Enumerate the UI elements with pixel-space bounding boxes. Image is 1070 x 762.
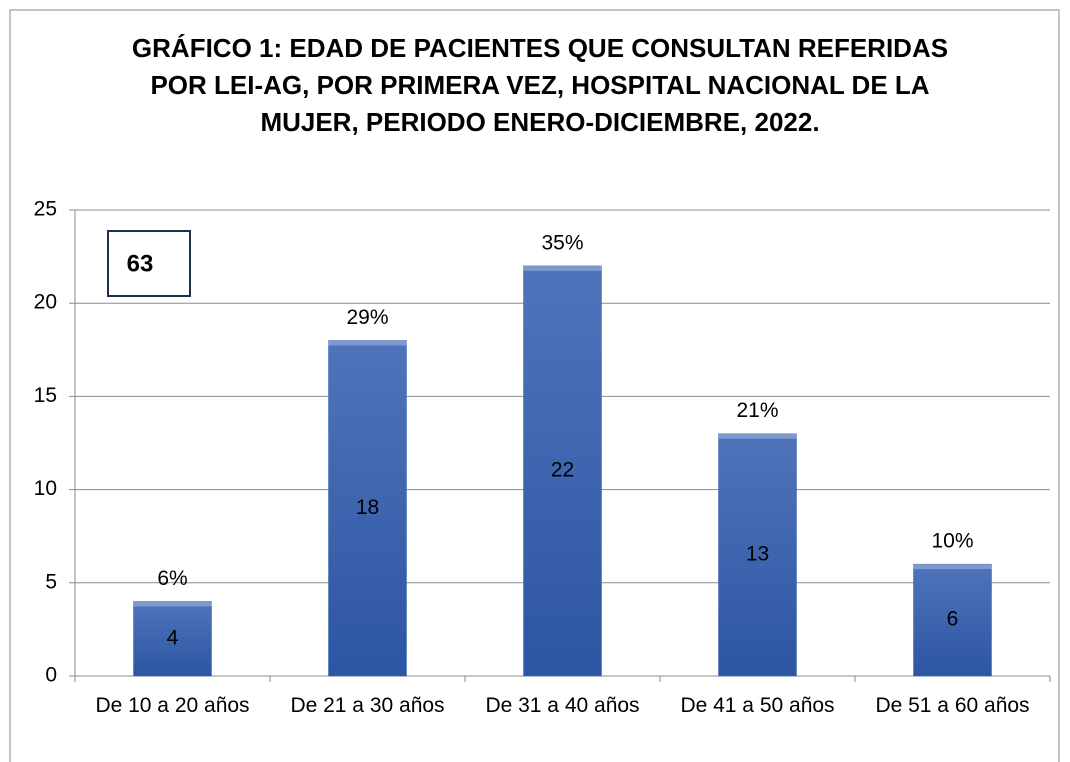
bar [718, 433, 797, 677]
y-tick-label: 0 [45, 664, 57, 687]
annotation-box [107, 230, 191, 297]
value-label: 18 [356, 496, 379, 519]
value-label: 6 [947, 608, 959, 631]
percentage-label: 35% [541, 231, 583, 254]
y-tick-label: 25 [34, 198, 57, 221]
x-tick-label: De 51 a 60 años [875, 694, 1030, 717]
y-tick-label: 10 [34, 477, 57, 500]
y-tick-label: 15 [34, 384, 57, 407]
bar-highlight [523, 265, 602, 271]
annotation: 63 [127, 250, 154, 277]
title-box: GRÁFICO 1: EDAD DE PACIENTES QUE CONSULT… [131, 33, 949, 137]
percentage-label: 6% [157, 567, 187, 590]
percentage-label: 29% [346, 306, 388, 329]
bar-highlight [913, 564, 992, 570]
y-tick-label: 20 [34, 291, 57, 314]
x-tick-label-box: De 10 a 20 años [95, 694, 250, 717]
chart-title: GRÁFICO 1: EDAD DE PACIENTES QUE CONSULT… [131, 33, 949, 137]
x-tick-label-box: De 21 a 30 años [290, 694, 445, 717]
x-tick-label-box: De 41 a 50 años [680, 694, 835, 717]
bar-highlight [133, 601, 212, 607]
x-tick-label: De 10 a 20 años [95, 694, 250, 717]
x-tick-label: De 21 a 30 años [290, 694, 445, 717]
percentage-label: 21% [736, 399, 778, 422]
value-label: 4 [167, 626, 179, 649]
bar [133, 601, 212, 677]
bar-highlight [718, 433, 797, 439]
value-label: 22 [551, 459, 574, 482]
x-tick-label-box: De 51 a 60 años [875, 694, 1030, 717]
x-tick-label-box: De 31 a 40 años [485, 694, 640, 717]
y-tick-label: 5 [45, 570, 57, 593]
chart-frame [9, 9, 1060, 762]
x-tick-label: De 41 a 50 años [680, 694, 835, 717]
x-tick-label: De 31 a 40 años [485, 694, 640, 717]
bar [913, 563, 992, 677]
bar-highlight [328, 340, 407, 346]
value-label: 13 [746, 542, 769, 565]
percentage-label: 10% [931, 530, 973, 553]
bar [328, 340, 407, 677]
